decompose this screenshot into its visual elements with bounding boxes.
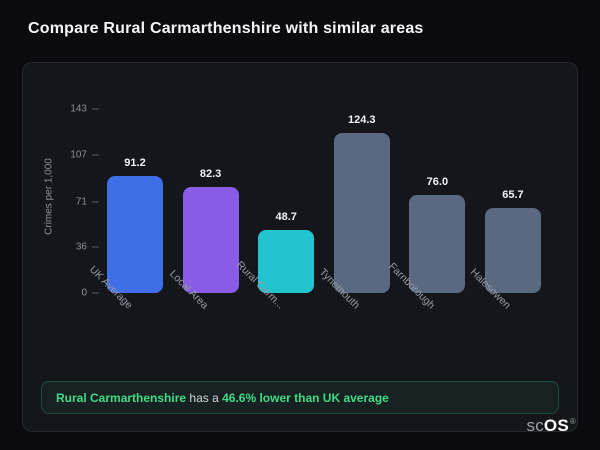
bar-value-label: 65.7 (502, 189, 524, 202)
note-area-name: Rural Carmarthenshire (56, 390, 187, 405)
y-axis-tick: 143 (51, 104, 99, 115)
y-axis-tick-label: 36 (75, 241, 87, 253)
bar-value-label: 76.0 (426, 176, 449, 189)
bar-value-label: 91.2 (124, 156, 146, 169)
logo-suffix: OS (543, 416, 569, 435)
bar-value-label: 48.7 (275, 211, 297, 224)
bar-cell: 124.3 Tynemouth (317, 109, 390, 311)
tick-mark-icon (92, 292, 99, 294)
bar-farnborough[interactable] (409, 195, 466, 293)
plot-area: 91.2 UK Average 82.3 Local Area 48.7 Rural Ca… (70, 104, 541, 311)
logo-prefix: sc (526, 416, 544, 435)
y-axis-tick: 36 (51, 241, 99, 252)
bar-local-area[interactable] (182, 187, 239, 293)
bar-cell: 76.0 Farnborough (386, 109, 466, 311)
bar-tynemouth[interactable] (333, 133, 390, 293)
y-axis-tick-label: 143 (70, 103, 87, 115)
y-axis-tick: 0 (51, 288, 99, 299)
bar-value-label: 124.3 (348, 114, 376, 127)
bar-halesowen[interactable] (484, 208, 541, 293)
note-stat-text: 46.6% lower than UK average (222, 390, 389, 405)
note-middle-text: has a (186, 390, 223, 405)
bar-uk-average[interactable] (107, 175, 163, 293)
bar-rural-carm[interactable] (258, 230, 315, 293)
tick-mark-icon (92, 154, 99, 156)
y-axis-tick-label: 71 (75, 196, 87, 208)
tick-mark-icon (92, 246, 99, 248)
registered-mark-icon: ® (569, 417, 576, 427)
tick-mark-icon (92, 201, 99, 203)
page-title: Compare Rural Carmarthenshire with simil… (28, 20, 424, 37)
y-axis-tick-label: 107 (70, 149, 87, 161)
bar-cell: 82.3 Local Area (167, 109, 239, 311)
bar-value-label: 82.3 (199, 168, 222, 181)
bar-cell: 48.7 Rural Carm... (234, 109, 315, 311)
bars-container: 91.2 UK Average 82.3 Local Area 48.7 Rural Ca… (87, 109, 541, 311)
scos-logo: scOS® (527, 416, 576, 436)
comparison-note: Rural Carmarthenshire has a 46.6% lower … (41, 381, 559, 414)
bar-cell: 65.7 Halesowen (468, 109, 541, 311)
bar-cell: 91.2 UK Average (87, 109, 163, 311)
y-axis-tick: 107 (51, 150, 99, 161)
y-axis-tick-label: 0 (81, 287, 87, 299)
chart-card: Crimes per 1,000 91.2 UK Average 82.3 Local… (22, 62, 578, 432)
tick-mark-icon (92, 108, 99, 110)
y-axis-tick: 71 (51, 196, 99, 207)
